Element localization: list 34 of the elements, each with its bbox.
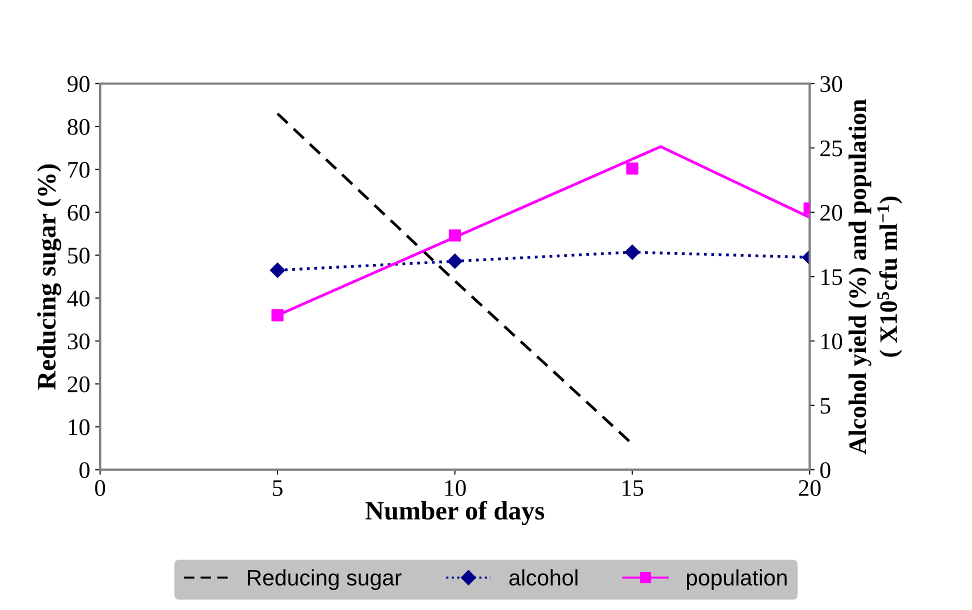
y2-tick-label: 0 — [820, 462, 830, 478]
y-tick-label: 80 — [68, 118, 90, 135]
point — [624, 244, 640, 260]
y2-tick-label: 30 — [820, 76, 842, 92]
point — [270, 262, 286, 278]
legend-label: Reducing sugar — [248, 569, 402, 590]
x-axis-title: Number of days — [365, 500, 544, 526]
y-tick-label: 0 — [79, 462, 90, 478]
y2-tick-label: 15 — [821, 269, 842, 286]
y2-tick-label: 25 — [820, 140, 842, 156]
y-axis-title: Reducing sugar (%) — [37, 164, 62, 390]
x-tick-label: 10 — [445, 480, 466, 496]
y-tick-label: 40 — [67, 290, 90, 307]
x-tick-label: 15 — [622, 480, 644, 496]
point — [448, 229, 461, 242]
y2-tick-label: 5 — [820, 398, 830, 414]
point — [447, 254, 462, 269]
y-tick-label: 70 — [68, 162, 90, 178]
point — [271, 309, 284, 322]
y-tick-label: 30 — [68, 333, 90, 350]
y-tick-label: 20 — [68, 376, 90, 392]
y2-tick-label: 20 — [820, 204, 842, 221]
point — [626, 162, 638, 175]
y2-tick-label: 10 — [821, 333, 842, 350]
y-tick-label: 60 — [68, 204, 90, 221]
y2-axis-title: Alcohol yield (%) and population ( X10$^{5}$cfu ml$^{−1}$) — [848, 99, 902, 454]
x-tick-label: 5 — [272, 480, 282, 496]
legend-label: alcohol — [509, 569, 578, 586]
x-tick-label: 0 — [95, 480, 106, 496]
y-tick-label: 10 — [68, 419, 90, 436]
y-tick-label: 50 — [68, 248, 90, 264]
legend-label: population — [686, 569, 787, 590]
y-tick-label: 90 — [68, 76, 90, 92]
x-tick-label: 20 — [798, 480, 821, 496]
